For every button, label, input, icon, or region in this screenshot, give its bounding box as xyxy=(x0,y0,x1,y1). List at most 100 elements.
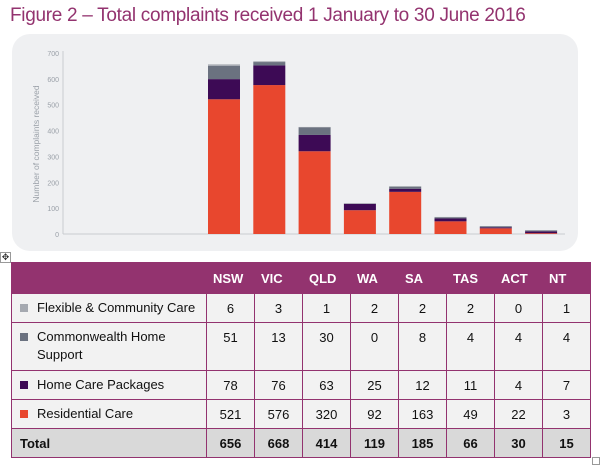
bar-wa-home-care-packages xyxy=(343,203,376,211)
bar-nt-commonwealth-home-support xyxy=(525,230,558,232)
row-label: Home Care Packages xyxy=(37,377,165,392)
total-row: Total 656 668 414 119 185 66 30 15 xyxy=(11,428,591,458)
row-label-cell: Flexible & Community Care xyxy=(11,293,207,323)
table-resize-handle[interactable] xyxy=(592,457,600,465)
bar-sa-residential-care xyxy=(389,191,422,234)
value-cell: 4 xyxy=(494,322,543,371)
chart-panel xyxy=(12,34,578,251)
bar-nt-residential-care xyxy=(525,233,558,234)
legend-swatch xyxy=(20,304,28,312)
bar-wa-residential-care xyxy=(343,210,376,234)
value-cell: 4 xyxy=(446,322,495,371)
table-row: Home Care Packages 78 76 63 25 12 11 4 7 xyxy=(11,370,591,400)
column-header-vic: VIC xyxy=(254,262,303,294)
value-cell: 4 xyxy=(494,370,543,400)
bar-act-commonwealth-home-support xyxy=(479,226,512,228)
y-tick-label: 100 xyxy=(47,206,59,213)
bar-tas-residential-care xyxy=(434,221,467,234)
bar-qld-residential-care xyxy=(298,151,331,234)
value-cell: 92 xyxy=(350,399,399,429)
figure-title: Figure 2 – Total complaints received 1 J… xyxy=(10,5,526,26)
value-cell: 13 xyxy=(254,322,303,371)
table-move-handle[interactable]: ✥ xyxy=(0,252,11,263)
bar-nsw-residential-care xyxy=(208,99,240,234)
table-row: Flexible & Community Care 6 3 1 2 2 2 0 1 xyxy=(11,293,591,323)
table-header-row: NSW VIC QLD WA SA TAS ACT NT xyxy=(11,262,591,294)
total-label: Total xyxy=(11,428,207,458)
value-cell: 320 xyxy=(302,399,351,429)
value-cell: 2 xyxy=(350,293,399,323)
value-cell: 51 xyxy=(206,322,255,371)
value-cell: 163 xyxy=(398,399,447,429)
legend-swatch xyxy=(20,333,28,341)
bar-qld-flexible-community-care xyxy=(298,126,331,128)
column-header-qld: QLD xyxy=(302,262,351,294)
value-cell: 7 xyxy=(542,370,591,400)
stacked-bar-chart: 0 100 200 300 400 500 600 700 Number of complain… xyxy=(31,51,565,239)
bar-sa-commonwealth-home-support xyxy=(389,186,422,189)
total-cell: 30 xyxy=(494,428,543,458)
value-cell: 78 xyxy=(206,370,255,400)
column-header-sa: SA xyxy=(398,262,447,294)
total-cell: 119 xyxy=(350,428,399,458)
bar-vic-flexible-community-care xyxy=(253,61,286,63)
legend-swatch xyxy=(20,410,28,418)
column-header-tas: TAS xyxy=(446,262,495,294)
bar-sa-home-care-packages xyxy=(389,188,422,192)
bar-tas-commonwealth-home-support xyxy=(434,217,467,219)
row-label: Commonwealth Home Support xyxy=(37,329,166,362)
table-row: Residential Care 521 576 320 92 163 49 22 3 xyxy=(11,399,591,429)
bar-nt-home-care-packages xyxy=(525,231,558,234)
row-label: Flexible & Community Care xyxy=(37,300,196,315)
total-cell: 185 xyxy=(398,428,447,458)
row-label-cell: Home Care Packages xyxy=(11,370,207,400)
bar-sa-flexible-community-care xyxy=(389,186,422,187)
bar-vic-commonwealth-home-support xyxy=(253,62,286,66)
y-tick-label: 500 xyxy=(47,103,59,110)
total-cell: 414 xyxy=(302,428,351,458)
bar-vic-home-care-packages xyxy=(253,65,286,86)
bar-tas-flexible-community-care xyxy=(434,216,467,218)
y-tick-label: 400 xyxy=(47,129,59,136)
bar-qld-home-care-packages xyxy=(298,134,331,152)
value-cell: 49 xyxy=(446,399,495,429)
y-axis-label: Number of complaints received xyxy=(31,85,41,202)
row-label: Residential Care xyxy=(37,406,134,421)
value-cell: 0 xyxy=(494,293,543,323)
y-tick-label: 300 xyxy=(47,154,59,161)
column-header-nt: NT xyxy=(542,262,591,294)
value-cell: 4 xyxy=(542,322,591,371)
bar-act-residential-care xyxy=(479,228,512,234)
column-header-act: ACT xyxy=(494,262,543,294)
bar-tas-home-care-packages xyxy=(434,218,467,222)
value-cell: 30 xyxy=(302,322,351,371)
bar-nsw-commonwealth-home-support xyxy=(208,65,240,80)
value-cell: 11 xyxy=(446,370,495,400)
total-cell: 656 xyxy=(206,428,255,458)
value-cell: 521 xyxy=(206,399,255,429)
column-header-wa: WA xyxy=(350,262,399,294)
value-cell: 2 xyxy=(398,293,447,323)
legend-swatch xyxy=(20,381,28,389)
y-tick-label: 200 xyxy=(47,180,59,187)
bar-qld-commonwealth-home-support xyxy=(298,127,331,135)
value-cell: 2 xyxy=(446,293,495,323)
total-cell: 668 xyxy=(254,428,303,458)
bar-nt-flexible-community-care xyxy=(525,230,558,231)
value-cell: 3 xyxy=(254,293,303,323)
bar-vic-residential-care xyxy=(253,85,286,234)
value-cell: 8 xyxy=(398,322,447,371)
value-cell: 576 xyxy=(254,399,303,429)
y-tick-label: 700 xyxy=(47,51,59,58)
value-cell: 1 xyxy=(302,293,351,323)
column-header-blank xyxy=(11,262,207,294)
total-cell: 15 xyxy=(542,428,591,458)
complaints-table: NSW VIC QLD WA SA TAS ACT NT Flexible & Communi… xyxy=(11,262,591,458)
value-cell: 76 xyxy=(254,370,303,400)
value-cell: 22 xyxy=(494,399,543,429)
value-cell: 6 xyxy=(206,293,255,323)
row-label-cell: Commonwealth Home Support xyxy=(11,322,207,371)
bar-nsw-flexible-community-care xyxy=(208,64,240,66)
bar-nsw-home-care-packages xyxy=(208,79,240,100)
column-header-nsw: NSW xyxy=(206,262,255,294)
